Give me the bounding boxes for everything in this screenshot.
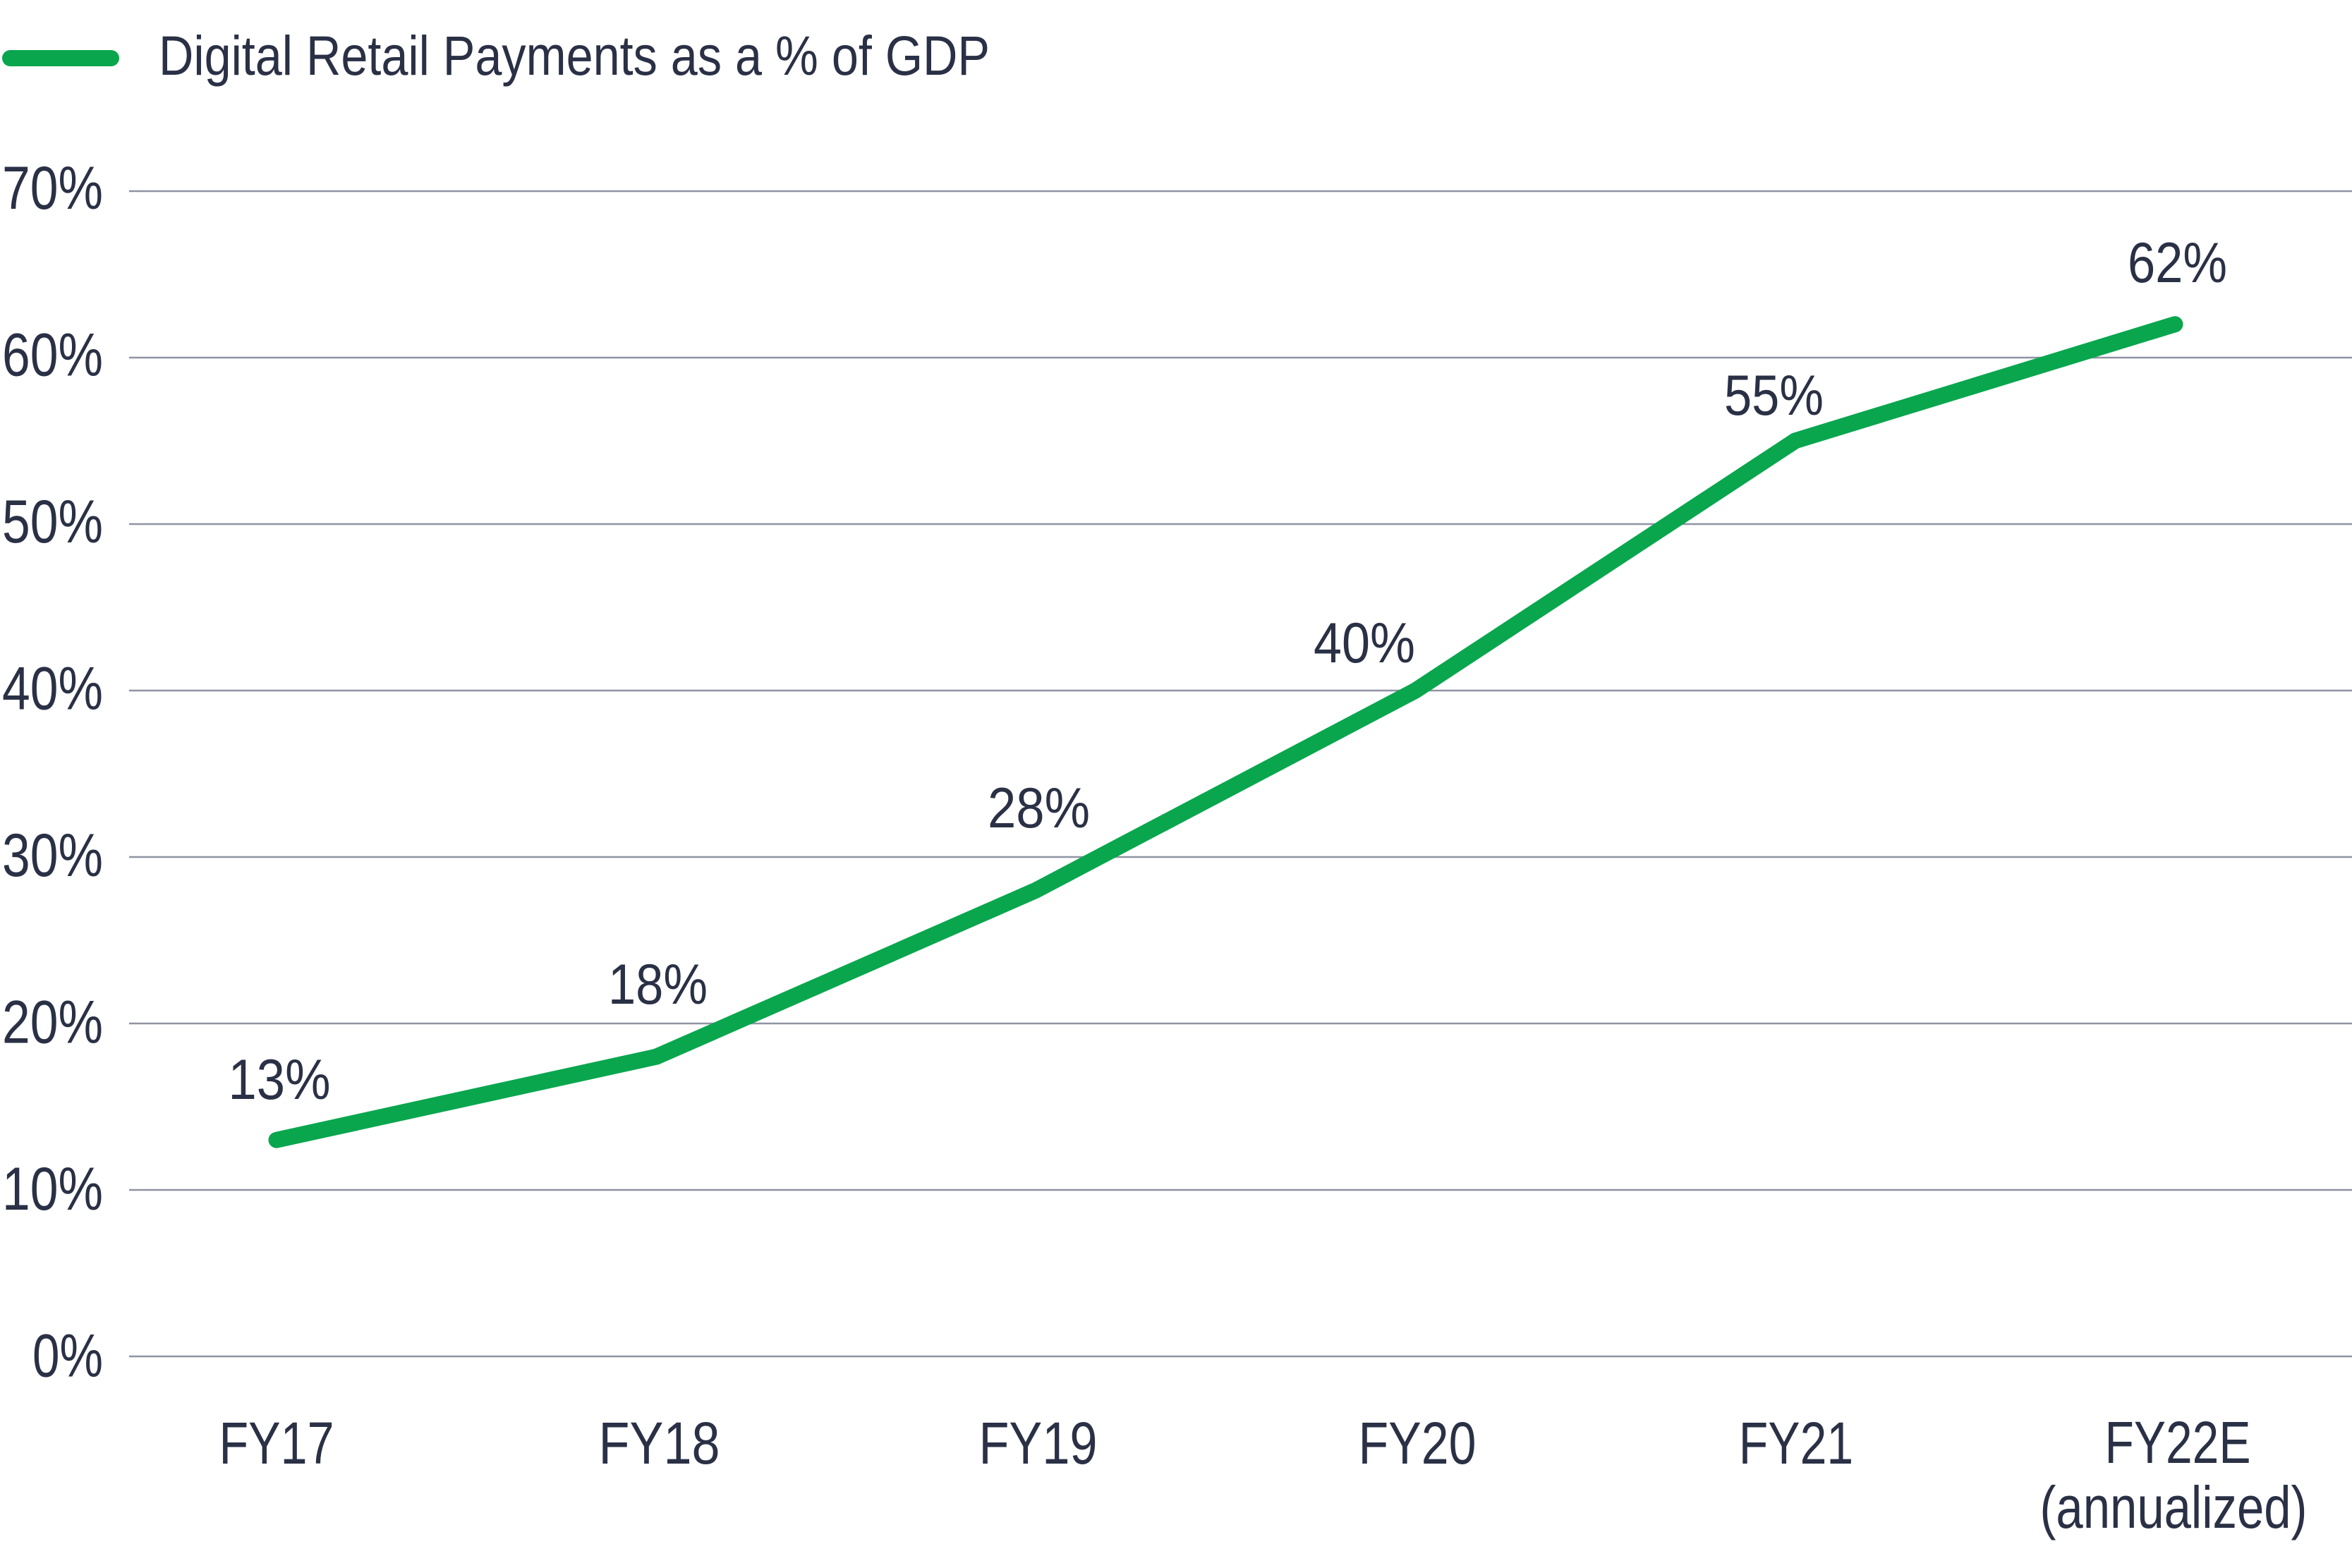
svg-text:50%: 50% bbox=[2, 488, 103, 556]
svg-text:FY17: FY17 bbox=[219, 1410, 334, 1476]
svg-text:40%: 40% bbox=[2, 655, 103, 723]
svg-text:10%: 10% bbox=[2, 1155, 103, 1223]
svg-text:Digital Retail Payments as a %: Digital Retail Payments as a % of GDP bbox=[159, 24, 990, 87]
svg-text:FY21: FY21 bbox=[1739, 1410, 1854, 1476]
svg-text:18%: 18% bbox=[608, 953, 708, 1016]
svg-text:30%: 30% bbox=[2, 822, 103, 889]
svg-text:(annualized): (annualized) bbox=[2040, 1474, 2308, 1540]
svg-text:13%: 13% bbox=[229, 1048, 331, 1112]
svg-text:0%: 0% bbox=[32, 1323, 103, 1390]
svg-text:FY22E: FY22E bbox=[2105, 1409, 2251, 1476]
svg-text:70%: 70% bbox=[2, 154, 103, 222]
svg-text:20%: 20% bbox=[2, 989, 103, 1057]
svg-text:60%: 60% bbox=[2, 322, 103, 389]
svg-text:FY20: FY20 bbox=[1359, 1410, 1477, 1476]
svg-text:FY19: FY19 bbox=[979, 1410, 1098, 1476]
svg-text:FY18: FY18 bbox=[599, 1410, 720, 1476]
svg-text:55%: 55% bbox=[1724, 364, 1824, 427]
svg-text:62%: 62% bbox=[2128, 231, 2227, 295]
svg-text:40%: 40% bbox=[1314, 612, 1415, 675]
svg-text:28%: 28% bbox=[988, 777, 1090, 840]
